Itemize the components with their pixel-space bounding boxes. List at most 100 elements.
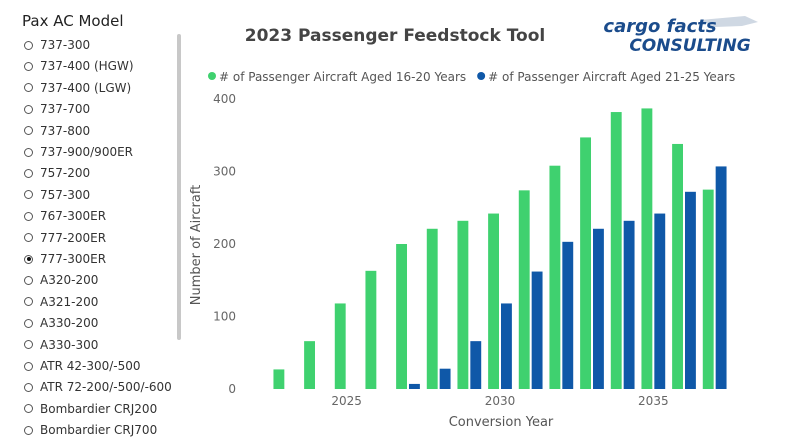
bar bbox=[396, 244, 407, 389]
slicer-item[interactable]: ATR 72-200/-500/-600 bbox=[24, 378, 172, 396]
y-tick-label: 300 bbox=[213, 165, 236, 179]
y-tick-label: 200 bbox=[213, 237, 236, 251]
legend-label: # of Passenger Aircraft Aged 16-20 Years bbox=[219, 70, 466, 84]
slicer-item[interactable]: 777-300ER bbox=[24, 250, 106, 268]
slicer-item-label: A330-300 bbox=[40, 337, 99, 352]
slicer-item-label: A330-200 bbox=[40, 316, 99, 331]
slicer-item[interactable]: A330-300 bbox=[24, 336, 98, 354]
slicer-item-label: 757-300 bbox=[40, 187, 91, 202]
bar bbox=[580, 137, 591, 389]
radio-button[interactable] bbox=[24, 361, 33, 371]
slicer-item[interactable]: 767-300ER bbox=[24, 207, 106, 225]
radio-button[interactable] bbox=[24, 425, 33, 435]
slicer-item[interactable]: 757-200 bbox=[24, 164, 90, 182]
radio-button[interactable] bbox=[24, 61, 33, 71]
slicer-item[interactable]: A330-200 bbox=[24, 314, 98, 332]
radio-button[interactable] bbox=[24, 168, 33, 178]
x-tick-label: 2025 bbox=[331, 394, 362, 408]
slicer-item[interactable]: ATR 42-300/-500 bbox=[24, 357, 141, 375]
radio-button[interactable] bbox=[24, 382, 33, 392]
slicer: Pax AC Model 737-300 737-400 (HGW) 737-400… bbox=[0, 0, 190, 442]
slicer-item[interactable]: A320-200 bbox=[24, 271, 98, 289]
bar bbox=[715, 166, 727, 389]
bar bbox=[518, 190, 530, 389]
legend-marker bbox=[208, 72, 216, 80]
bar bbox=[426, 228, 438, 389]
radio-button[interactable] bbox=[24, 275, 33, 285]
radio-button[interactable] bbox=[24, 340, 33, 350]
slicer-item[interactable]: 737-700 bbox=[24, 100, 90, 118]
slicer-item-label: 737-400 (HGW) bbox=[40, 59, 134, 74]
legend-label: # of Passenger Aircraft Aged 21-25 Years bbox=[488, 70, 735, 84]
slicer-item-label: 777-200ER bbox=[40, 230, 107, 245]
slicer-item[interactable]: 737-800 bbox=[24, 122, 90, 140]
slicer-item[interactable]: Bombardier CRJ700 bbox=[24, 421, 157, 439]
slicer-item[interactable]: 737-400 (LGW) bbox=[24, 79, 131, 97]
bar bbox=[365, 270, 377, 389]
bar bbox=[702, 189, 714, 389]
legend-marker bbox=[477, 72, 486, 80]
radio-button[interactable] bbox=[24, 211, 33, 221]
bar bbox=[501, 303, 512, 389]
radio-button[interactable] bbox=[24, 297, 33, 307]
slicer-title: Pax AC Model bbox=[22, 12, 124, 30]
bar bbox=[334, 303, 346, 389]
slicer-item[interactable]: Bombardier CRJ200 bbox=[24, 400, 157, 418]
radio-button[interactable] bbox=[24, 40, 33, 50]
scrollbar[interactable] bbox=[177, 34, 181, 340]
y-tick-label: 400 bbox=[213, 92, 236, 106]
bar bbox=[439, 368, 451, 389]
radio-button[interactable] bbox=[24, 318, 33, 328]
slicer-item-label: ATR 42-300/-500 bbox=[40, 359, 141, 373]
radio-button[interactable] bbox=[24, 126, 33, 136]
slicer-item[interactable]: A321-200 bbox=[24, 293, 98, 311]
chart-title: 2023 Passenger Feedstock Tool bbox=[245, 26, 545, 46]
bar bbox=[562, 241, 574, 389]
bar bbox=[457, 220, 469, 389]
radio-button[interactable] bbox=[24, 233, 33, 243]
slicer-item-label: 737-300 bbox=[40, 38, 91, 52]
slicer-item-label: Bombardier CRJ200 bbox=[40, 401, 158, 416]
bar bbox=[531, 271, 543, 389]
logo-text: CONSULTING bbox=[629, 36, 750, 56]
bar bbox=[641, 108, 653, 390]
bar bbox=[488, 213, 499, 389]
bar bbox=[593, 228, 604, 389]
slicer-item[interactable]: 737-900/900ER bbox=[24, 143, 133, 161]
bar bbox=[610, 112, 622, 390]
logo-text: cargo facts bbox=[603, 16, 716, 37]
y-tick-label: 100 bbox=[213, 310, 236, 324]
bar bbox=[470, 341, 482, 389]
bar bbox=[654, 213, 666, 389]
logo: cargo facts CONSULTING bbox=[603, 16, 758, 56]
slicer-item[interactable]: 737-400 (HGW) bbox=[24, 57, 134, 75]
radio-button[interactable] bbox=[24, 254, 33, 264]
slicer-item-label: 737-900/900ER bbox=[40, 145, 134, 159]
slicer-item-label: A321-200 bbox=[40, 294, 99, 309]
slicer-item[interactable]: 777-200ER bbox=[24, 229, 106, 247]
slicer-item-label: Bombardier CRJ700 bbox=[40, 423, 158, 438]
x-axis-label: Conversion Year bbox=[449, 415, 554, 430]
radio-button[interactable] bbox=[24, 83, 33, 93]
slicer-item-label: 737-800 bbox=[40, 123, 91, 138]
bar bbox=[672, 143, 683, 389]
bar bbox=[623, 220, 635, 389]
slicer-item-label: 737-400 (LGW) bbox=[40, 80, 132, 95]
slicer-item-label: 767-300ER bbox=[40, 209, 107, 224]
slicer-item[interactable]: 737-300 bbox=[24, 36, 90, 54]
slicer-item-label: 757-200 bbox=[40, 166, 91, 181]
radio-button[interactable] bbox=[24, 104, 33, 114]
radio-button[interactable] bbox=[24, 190, 33, 200]
radio-button[interactable] bbox=[24, 147, 33, 157]
y-axis-label: Number of Aircraft bbox=[189, 185, 204, 306]
bar bbox=[304, 341, 315, 389]
bar bbox=[685, 191, 696, 389]
x-tick-label: 2030 bbox=[485, 394, 516, 408]
radio-button[interactable] bbox=[24, 404, 33, 414]
slicer-item-label: A320-200 bbox=[40, 273, 99, 288]
y-tick-label: 0 bbox=[228, 382, 236, 396]
bar bbox=[409, 383, 420, 389]
slicer-item[interactable]: 757-300 bbox=[24, 186, 90, 204]
logo-plane bbox=[700, 16, 758, 27]
